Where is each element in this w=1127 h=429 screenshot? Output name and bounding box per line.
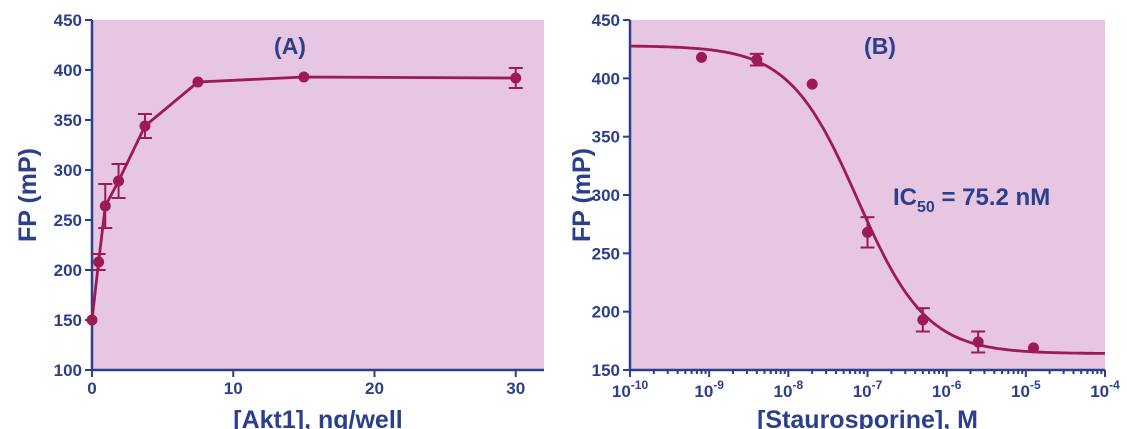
x-tick-label: 20 [365,379,384,398]
data-point [298,71,310,83]
y-tick-label: 150 [54,311,82,330]
y-tick-label: 450 [592,11,620,30]
y-tick-label: 300 [592,186,620,205]
y-tick-label: 450 [54,11,82,30]
x-tick-label: 10-8 [774,378,804,401]
y-tick-label: 200 [54,261,82,280]
panel-label: (A) [274,33,306,59]
y-tick-label: 400 [54,61,82,80]
y-tick-label: 200 [592,303,620,322]
x-axis-title: [Akt1], ng/well [233,406,402,429]
y-tick-label: 150 [592,361,620,380]
data-point [751,54,763,66]
data-point [139,120,151,132]
y-tick-label: 100 [54,361,82,380]
y-tick-label: 350 [592,128,620,147]
x-axis-title: [Staurosporine], M [757,406,978,429]
chart-panel-a: 100 150 200 250 300 350 400 450 0 10 20 30 [Akt1], n… [14,11,544,429]
data-point [113,175,125,187]
x-tick-label: 10-5 [1011,378,1041,401]
y-tick-label: 250 [592,244,620,263]
data-point [917,314,929,326]
data-point [806,78,818,90]
data-point [972,336,984,348]
x-tick-label: 10-4 [1090,378,1120,401]
data-point [86,314,98,326]
panel-label: (B) [864,33,896,59]
y-tick-label: 400 [592,69,620,88]
y-axis-title: FP (mP) [14,148,42,242]
y-tick-label: 300 [54,161,82,180]
x-tick-label: 10-6 [932,378,962,401]
y-tick-label: 350 [54,111,82,130]
x-tick-label: 10-10 [612,378,649,401]
data-point [93,256,105,268]
data-point [510,72,522,84]
plot-area [630,20,1105,370]
plot-area [92,20,544,370]
data-point [99,200,111,212]
x-tick-label: 10 [224,379,243,398]
data-point [862,226,873,238]
series-line [90,75,516,321]
y-tick-label: 250 [54,211,82,230]
data-point [192,76,204,88]
chart-panel-b: 150 200 250 300 350 400 450 10-10 10-9 10-8 10-7 10… [568,11,1120,429]
x-tick-label: 10-7 [853,378,883,401]
y-axis-title: FP (mP) [568,148,596,242]
data-point [695,51,707,63]
ic50-annotation: IC50 = 75.2 nM [893,184,1050,216]
x-tick-label: 10-9 [694,378,724,401]
x-tick-label: 0 [87,379,96,398]
x-tick-label: 30 [506,379,525,398]
data-point [1028,342,1040,354]
